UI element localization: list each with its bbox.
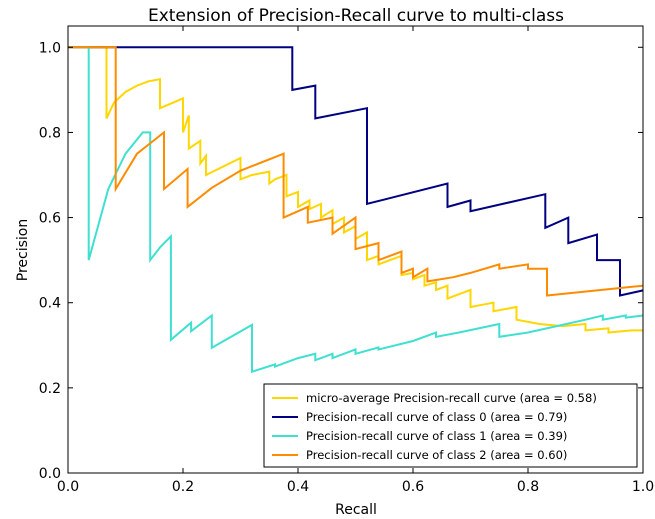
legend-item: micro-average Precision-recall curve (ar… [272, 391, 597, 405]
legend-item: Precision-recall curve of class 2 (area … [272, 448, 567, 462]
x-tick-label: 0.0 [57, 479, 79, 495]
x-tick-label: 0.2 [172, 479, 194, 495]
legend-entries: micro-average Precision-recall curve (ar… [272, 391, 597, 462]
legend: micro-average Precision-recall curve (ar… [263, 383, 638, 468]
y-tick-label: 0.4 [39, 296, 61, 312]
legend-item: Precision-recall curve of class 1 (area … [272, 429, 567, 443]
y-tick-label: 0.6 [39, 211, 61, 227]
y-tick-label: 0.0 [39, 466, 61, 482]
plot-frame [67, 25, 644, 474]
ticks-layer: 0.0 0.2 0.4 0.6 0.8 1.0 0.0 0.2 0.4 0.6 0.8 1.0 [39, 26, 654, 495]
series-line-1 [68, 46, 644, 297]
legend-label: Precision-recall curve of class 0 (area … [306, 410, 567, 424]
series-line-0 [68, 46, 643, 334]
legend-label: micro-average Precision-recall curve (ar… [306, 391, 597, 405]
x-tick-label: 1.0 [632, 479, 654, 495]
legend-label: Precision-recall curve of class 1 (area … [306, 429, 567, 443]
x-tick-label: 0.6 [402, 479, 424, 495]
x-axis-label: Recall [335, 502, 377, 518]
series-line-2 [68, 46, 644, 374]
series-layer [68, 46, 644, 374]
y-axis-label: Precision [15, 219, 31, 281]
y-tick-label: 1.0 [39, 40, 61, 56]
x-tick-label: 0.8 [517, 479, 539, 495]
legend-box [263, 383, 638, 468]
y-tick-label: 0.8 [39, 125, 61, 141]
series-line-3 [68, 46, 644, 297]
legend-item: Precision-recall curve of class 0 (area … [272, 410, 567, 424]
y-tick-label: 0.2 [39, 381, 61, 397]
legend-label: Precision-recall curve of class 2 (area … [306, 448, 567, 462]
chart-title: Extension of Precision-Recall curve to m… [148, 6, 564, 26]
x-tick-label: 0.4 [287, 479, 309, 495]
